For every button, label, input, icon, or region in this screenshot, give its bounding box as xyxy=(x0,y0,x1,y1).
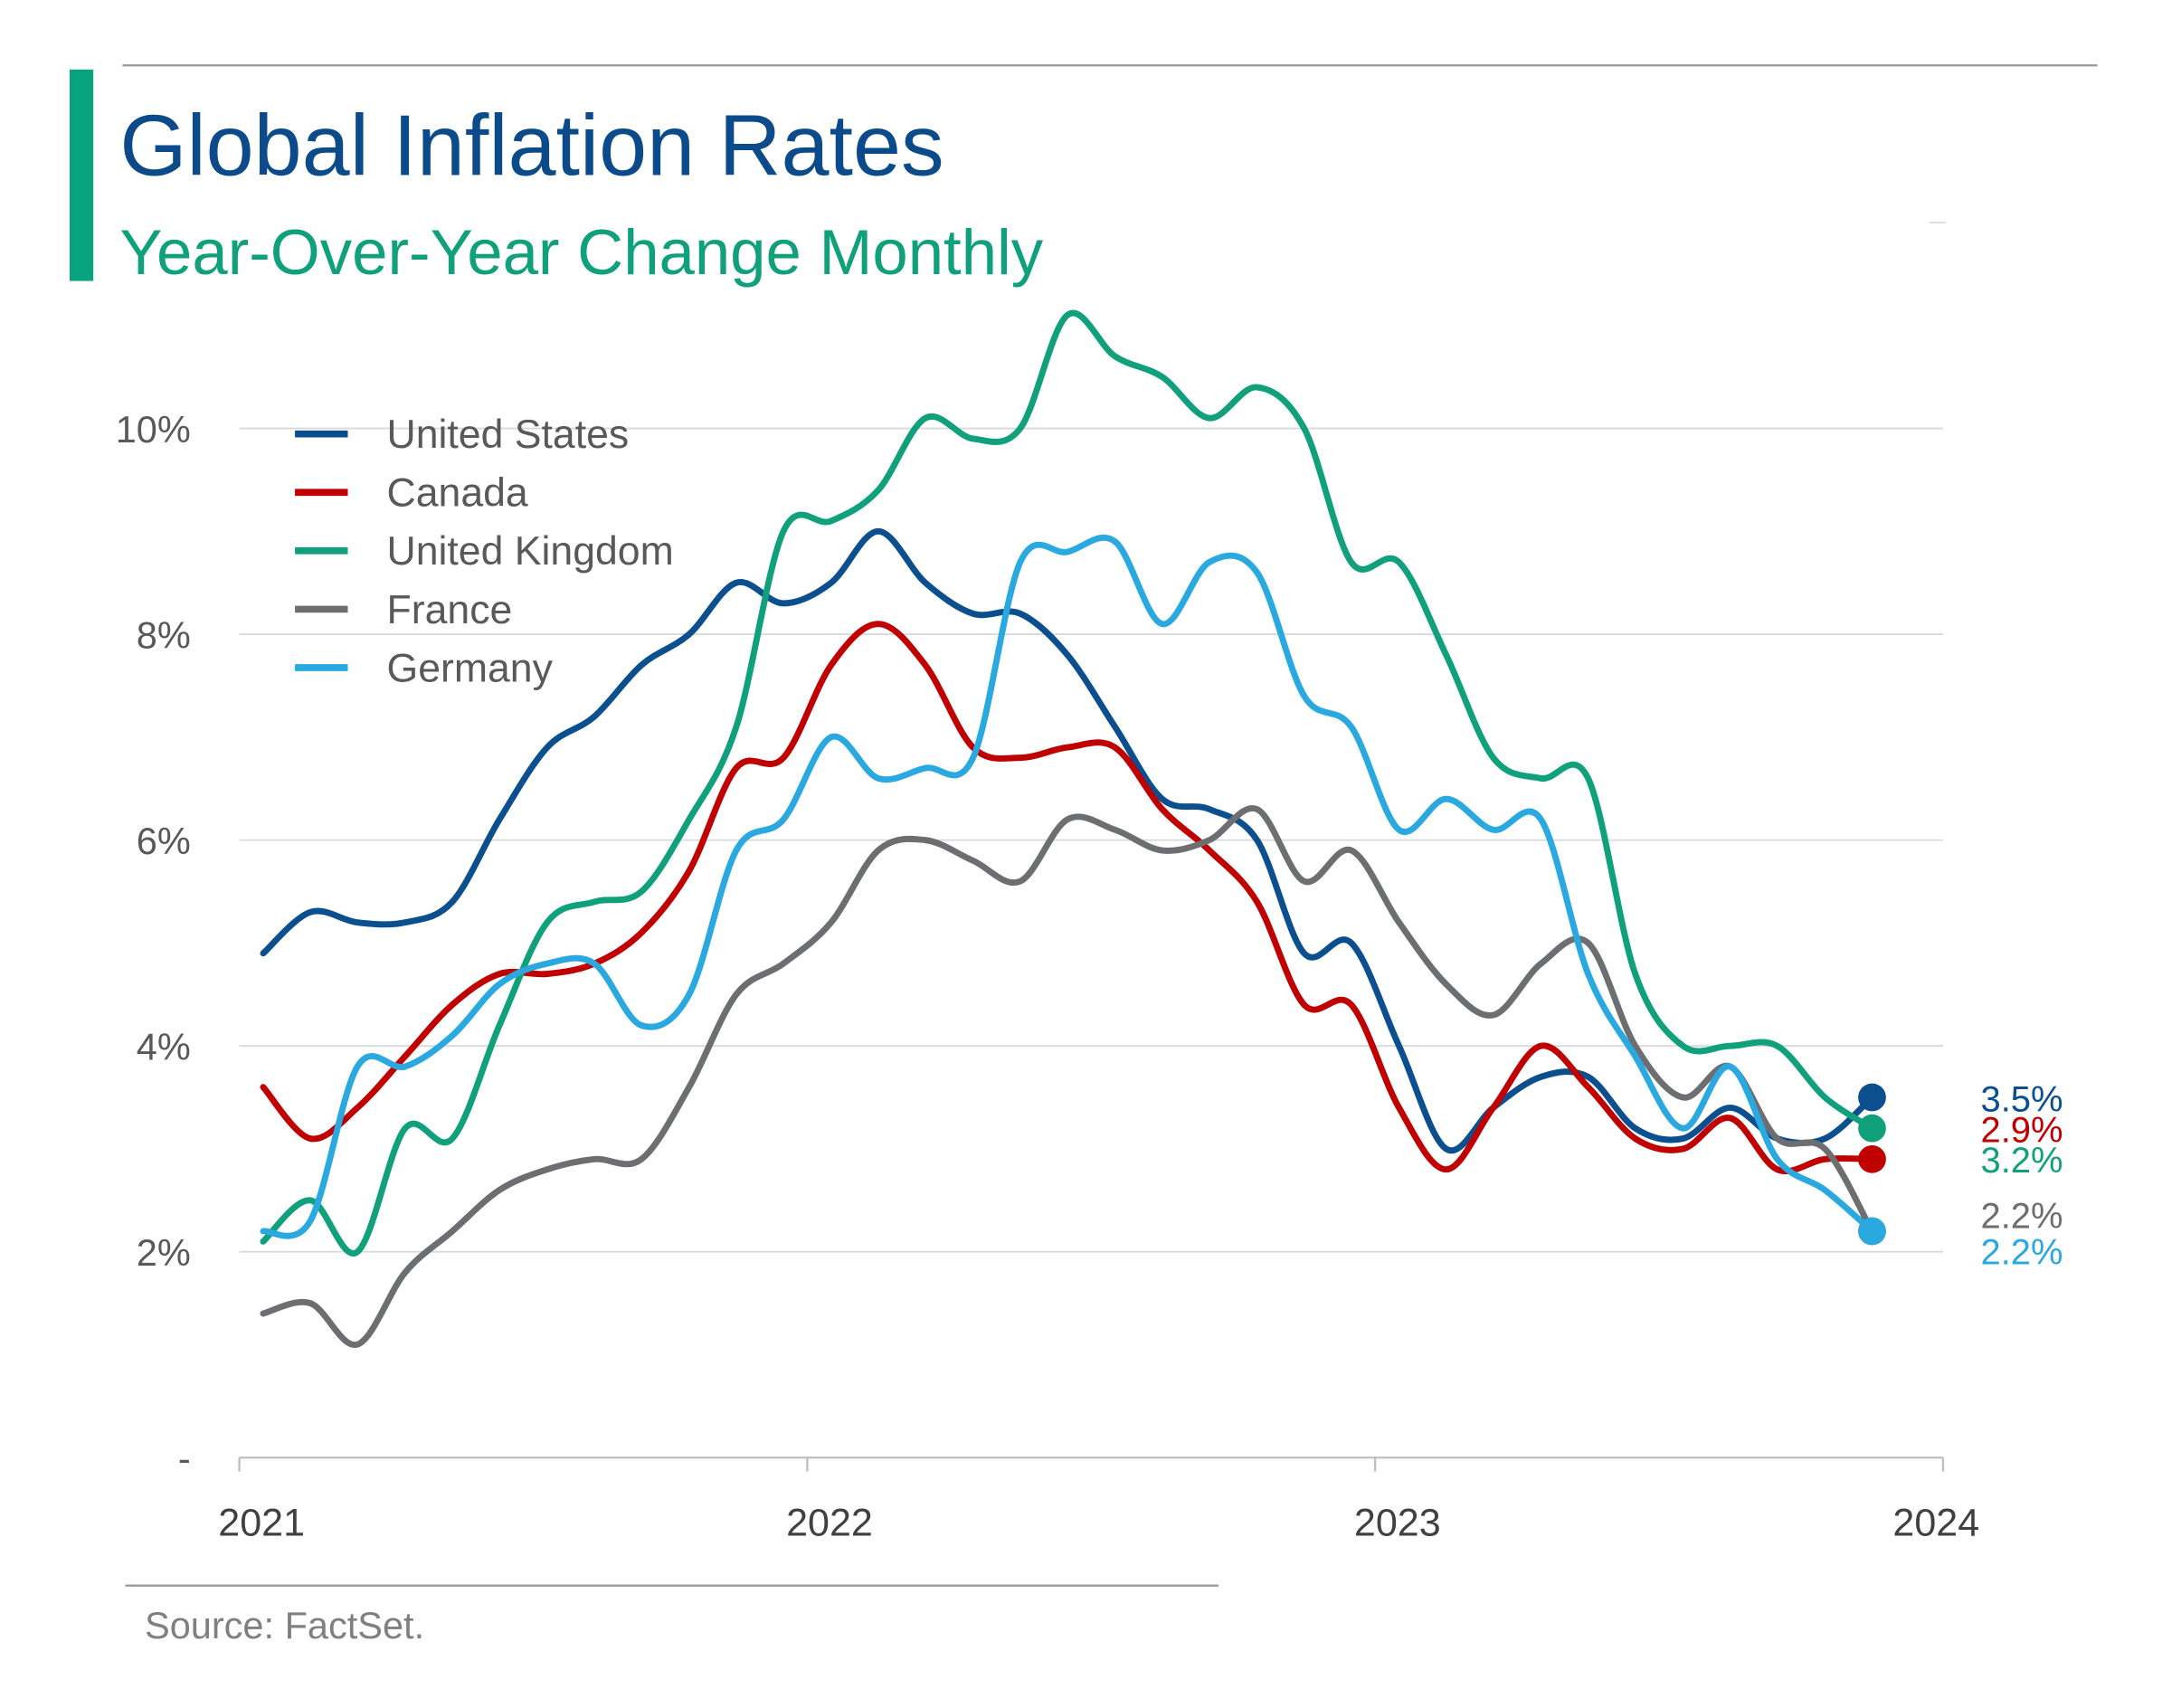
end-dot xyxy=(1858,1217,1886,1246)
end-label: 3.2% xyxy=(1980,1141,2062,1181)
x-tick-label: 2024 xyxy=(1892,1501,1979,1544)
y-tick-label: 6% xyxy=(137,820,191,862)
series-line xyxy=(260,805,1875,1348)
end-dot xyxy=(1858,1114,1886,1143)
y-tick-label: 8% xyxy=(137,613,191,656)
x-tick-label: 2021 xyxy=(218,1501,305,1544)
legend-label: United Kingdom xyxy=(387,529,674,574)
chart-subtitle: Year-Over-Year Change Monthly xyxy=(119,216,1043,288)
y-tick-label: 10% xyxy=(116,408,191,451)
end-dot xyxy=(1858,1144,1886,1173)
series-line xyxy=(260,309,1875,1257)
legend-label: France xyxy=(387,588,513,632)
y-tick-label: 4% xyxy=(137,1026,191,1068)
chart-title: Global Inflation Rates xyxy=(119,99,944,195)
series-line xyxy=(260,621,1875,1174)
series-line xyxy=(260,534,1875,1239)
legend-label: Canada xyxy=(387,471,528,516)
end-label: 2.2% xyxy=(1980,1233,2062,1273)
source-note: Source: FactSet. xyxy=(145,1604,424,1646)
end-label: 2.9% xyxy=(1980,1110,2062,1150)
series-line xyxy=(260,527,1875,1154)
end-dot xyxy=(1858,1083,1886,1112)
end-label: 3.5% xyxy=(1980,1079,2062,1119)
end-label: 2.2% xyxy=(1980,1197,2062,1237)
y-tick-label: 2% xyxy=(137,1231,191,1274)
x-tick-label: 2023 xyxy=(1354,1501,1441,1544)
legend-label: Germany xyxy=(387,646,554,690)
title-accent xyxy=(70,69,94,281)
y-tick-label: - xyxy=(178,1438,191,1480)
x-tick-label: 2022 xyxy=(786,1501,873,1544)
legend-label: United States xyxy=(387,413,630,457)
